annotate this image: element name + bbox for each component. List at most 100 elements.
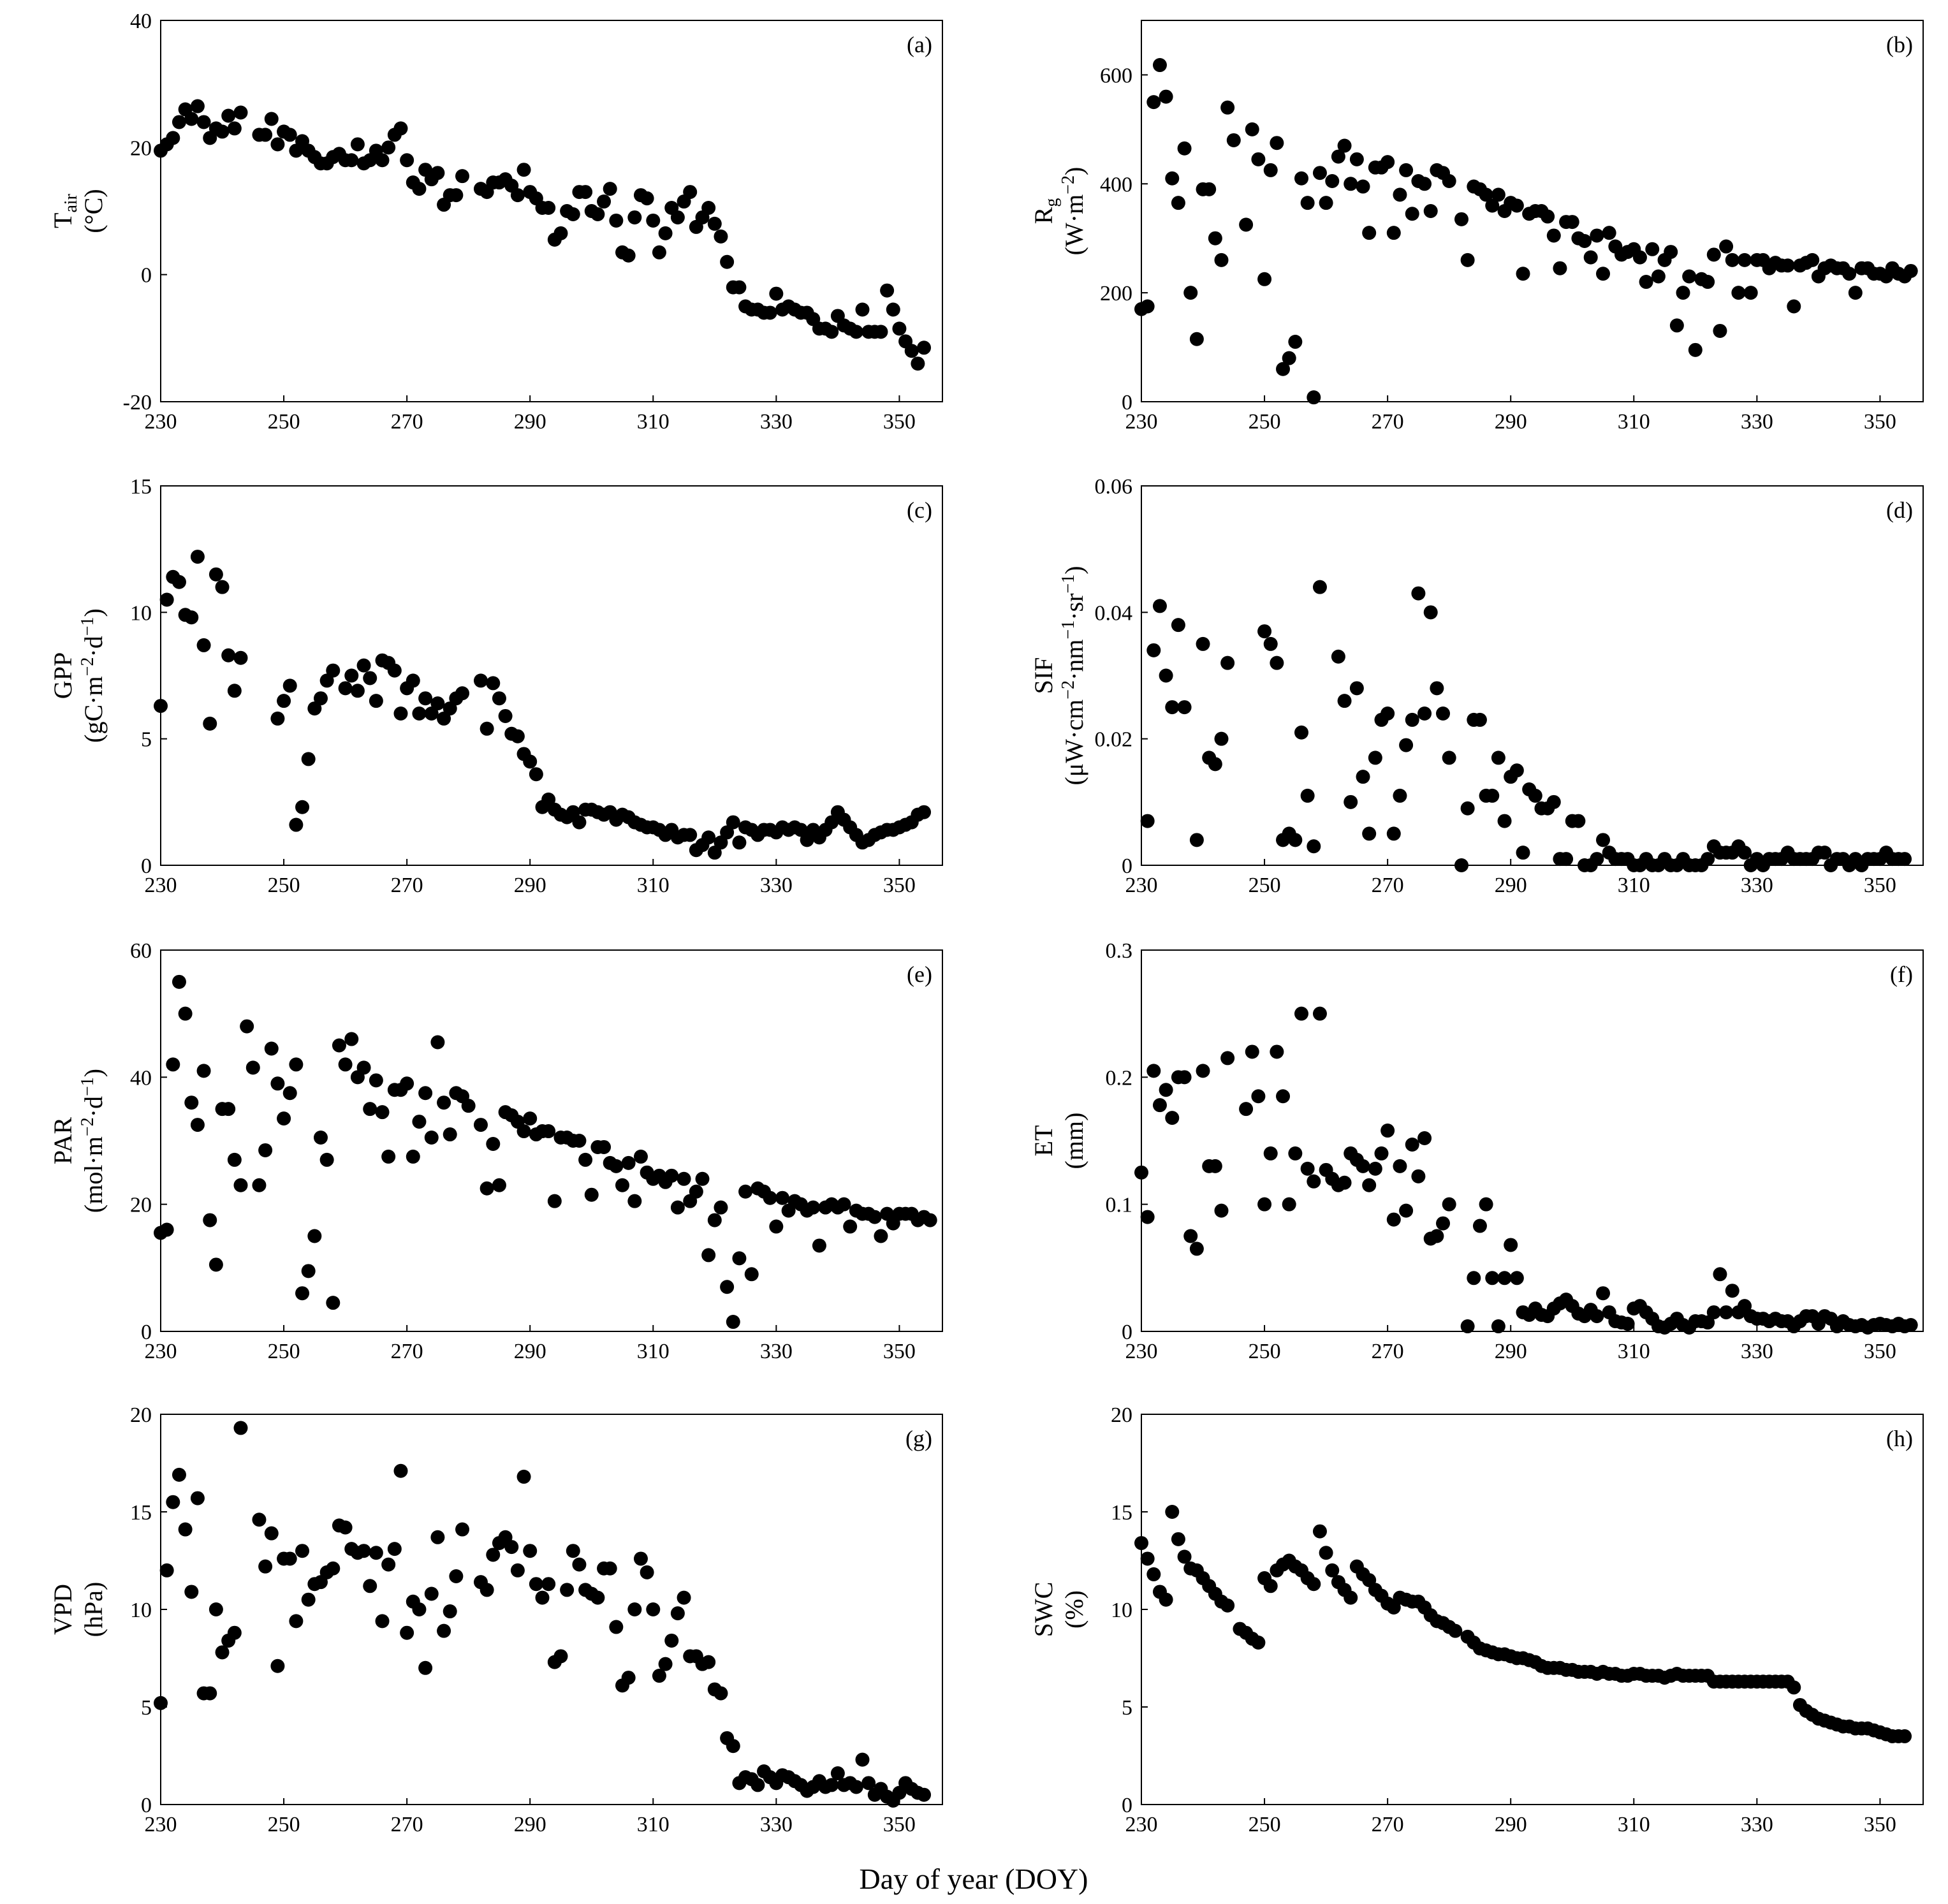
data-point bbox=[154, 1695, 168, 1710]
data-point bbox=[190, 550, 205, 564]
panel-swc: 230 250 270 290 310 330 350 0 5 10 15 20 (h) SWC (%) bbox=[1029, 1403, 1924, 1836]
data-point bbox=[633, 1551, 648, 1566]
data-point bbox=[541, 201, 556, 216]
data-point bbox=[1898, 1729, 1912, 1743]
ylabel-unit-sif: (μW·cm−2·nm−1·sr−1) bbox=[1058, 566, 1088, 785]
data-point bbox=[1331, 149, 1345, 164]
x-tick-label: 250 bbox=[1249, 874, 1281, 897]
ylabel-unit-text: ·nm bbox=[1060, 640, 1088, 680]
panel-vpd: 230 250 270 290 310 330 350 0 5 10 15 20 (g) VPD (hPa) bbox=[48, 1403, 943, 1836]
data-point bbox=[1805, 253, 1820, 267]
data-point bbox=[319, 1152, 334, 1167]
y-tick-label: 0.04 bbox=[1095, 601, 1133, 625]
x-tick-label: 270 bbox=[1372, 874, 1404, 897]
data-point bbox=[258, 1559, 273, 1574]
data-point bbox=[1270, 1044, 1284, 1059]
data-point bbox=[1436, 707, 1451, 721]
data-point bbox=[437, 711, 451, 726]
data-point bbox=[1454, 212, 1468, 226]
data-point bbox=[289, 817, 304, 832]
data-point bbox=[726, 1739, 740, 1754]
series-par bbox=[154, 974, 937, 1329]
y-tick-label: 0 bbox=[1122, 854, 1132, 878]
data-point bbox=[1159, 668, 1173, 683]
data-point bbox=[1196, 1064, 1210, 1078]
data-point bbox=[1393, 788, 1407, 803]
data-point bbox=[1559, 852, 1574, 867]
data-point bbox=[1393, 187, 1407, 202]
x-tick-label: 310 bbox=[637, 1340, 670, 1363]
data-point bbox=[1177, 141, 1192, 156]
y-tick-label: 5 bbox=[141, 1696, 152, 1720]
data-point bbox=[301, 1264, 316, 1278]
data-point bbox=[1848, 286, 1863, 300]
data-point bbox=[1134, 1165, 1148, 1180]
data-point bbox=[443, 1604, 457, 1619]
data-point bbox=[1300, 788, 1315, 803]
y-tick-label: 40 bbox=[130, 1066, 152, 1090]
x-tick-label: 250 bbox=[268, 874, 300, 897]
data-point bbox=[1189, 833, 1204, 847]
data-point bbox=[196, 638, 211, 652]
data-point bbox=[393, 121, 408, 136]
data-point bbox=[824, 815, 839, 830]
data-point bbox=[800, 833, 814, 847]
y-tick-label: 15 bbox=[1111, 1501, 1132, 1525]
data-point bbox=[1152, 58, 1167, 73]
ylabel-unit-text: (%) bbox=[1060, 1590, 1088, 1629]
data-point bbox=[498, 708, 513, 723]
data-point bbox=[615, 1178, 630, 1192]
data-point bbox=[1183, 286, 1198, 300]
data-point bbox=[1706, 1305, 1721, 1320]
y-tick-label: 600 bbox=[1100, 64, 1132, 87]
y-tick-label: 0.2 bbox=[1106, 1066, 1133, 1090]
data-point bbox=[880, 283, 895, 298]
x-tick-label: 250 bbox=[268, 1340, 300, 1363]
data-point bbox=[172, 974, 186, 989]
data-point bbox=[1312, 166, 1327, 180]
data-point bbox=[1294, 1006, 1308, 1021]
data-point bbox=[763, 305, 777, 320]
data-point bbox=[412, 182, 427, 196]
data-point bbox=[209, 567, 223, 582]
series-rg bbox=[1134, 58, 1918, 405]
data-point bbox=[664, 1633, 679, 1648]
y-tick-label: 20 bbox=[130, 1403, 152, 1427]
ylabel-main-vpd: VPD bbox=[48, 1584, 77, 1635]
data-point bbox=[1208, 231, 1222, 245]
data-point bbox=[1442, 174, 1456, 189]
data-point bbox=[541, 1124, 556, 1139]
data-point bbox=[178, 1522, 193, 1537]
plot-frame-tair bbox=[160, 20, 943, 402]
data-point bbox=[1571, 814, 1586, 828]
data-point bbox=[1787, 1680, 1801, 1695]
data-point bbox=[621, 248, 636, 263]
data-point bbox=[1312, 1006, 1327, 1021]
data-point bbox=[707, 1213, 722, 1227]
data-point bbox=[1146, 1064, 1161, 1078]
data-point bbox=[319, 673, 334, 688]
data-point bbox=[190, 1118, 205, 1132]
data-point bbox=[1307, 1174, 1321, 1189]
x-tick-label: 310 bbox=[1618, 1813, 1650, 1836]
x-tick-label: 310 bbox=[637, 874, 670, 897]
data-point bbox=[270, 1076, 285, 1091]
data-point bbox=[1590, 228, 1604, 243]
data-point bbox=[1460, 253, 1475, 267]
data-point bbox=[1442, 1197, 1456, 1212]
data-point bbox=[270, 137, 285, 152]
data-point bbox=[1898, 852, 1912, 867]
data-point bbox=[627, 210, 642, 224]
data-point bbox=[326, 1561, 341, 1576]
y-tick-label: 0.3 bbox=[1106, 939, 1133, 963]
data-point bbox=[1602, 226, 1616, 240]
ylabel-unit-et: (mm) bbox=[1060, 1113, 1088, 1169]
data-point bbox=[566, 805, 580, 819]
x-tick-label: 270 bbox=[391, 410, 423, 434]
ylabel-text: GPP bbox=[48, 652, 77, 699]
data-point bbox=[1497, 1271, 1512, 1285]
data-point bbox=[1738, 1299, 1752, 1314]
ylabel-main-par: PAR bbox=[48, 1117, 77, 1164]
data-point bbox=[172, 1467, 186, 1482]
data-point bbox=[732, 280, 747, 295]
